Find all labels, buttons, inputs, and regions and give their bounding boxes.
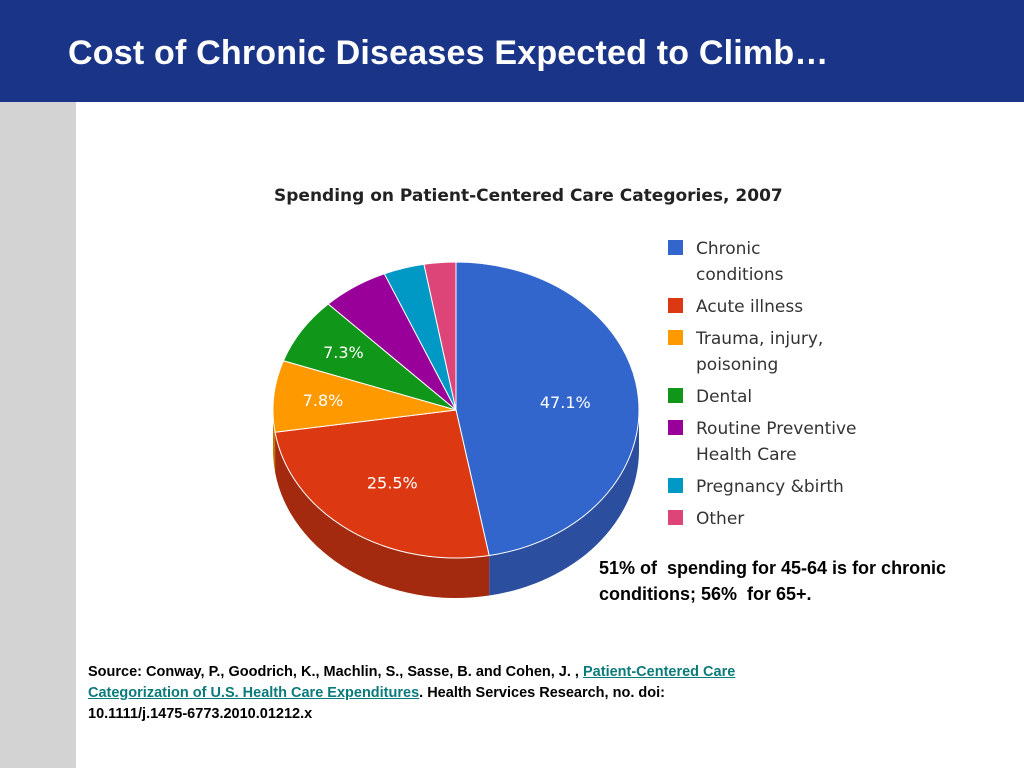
chart-legend: Chronic conditions Acute illness Trauma, i… [668, 236, 898, 538]
legend-item-5: Pregnancy &birth [668, 474, 898, 500]
legend-swatch-3 [668, 388, 683, 403]
pie-slice-1 [274, 409, 490, 559]
legend-label-6: Other [696, 509, 745, 529]
legend-label-3: Dental [696, 387, 753, 407]
legend-item-4: Routine Preventive Health Care [668, 416, 898, 468]
legend-item-1: Acute illness [668, 294, 898, 320]
chronic-spending-note: 51% of spending for 45-64 is for chronic… [599, 558, 952, 604]
chart-title: Spending on Patient-Centered Care Catego… [274, 186, 783, 206]
legend-label-5: Pregnancy &birth [696, 477, 844, 497]
pie-slice-label-3: 7.3% [323, 343, 364, 362]
legend-item-6: Other [668, 506, 898, 532]
legend-label-0: Chronic conditions [696, 239, 784, 285]
source-article-link[interactable]: Patient-Centered Care Categorization of … [88, 664, 736, 701]
legend-swatch-5 [668, 478, 683, 493]
legend-swatch-6 [668, 510, 683, 525]
legend-label-1: Acute illness [696, 297, 804, 317]
legend-label-2: Trauma, injury, poisoning [696, 329, 824, 375]
pie-slice-6 [423, 261, 457, 411]
pie-slice-label-2: 7.8% [303, 391, 344, 410]
left-sidebar-strip [0, 102, 76, 768]
legend-swatch-1 [668, 298, 683, 313]
pie-slice-label-1: 25.5% [367, 473, 418, 492]
legend-label-4: Routine Preventive Health Care [696, 419, 857, 465]
pie-slice-0 [455, 261, 640, 557]
legend-swatch-2 [668, 330, 683, 345]
slide-title: Cost of Chronic Diseases Expected to Cli… [68, 34, 829, 72]
legend-swatch-0 [668, 240, 683, 255]
legend-swatch-4 [668, 420, 683, 435]
legend-item-3: Dental [668, 384, 898, 410]
legend-item-2: Trauma, injury, poisoning [668, 326, 898, 378]
source-citation: Source: Conway, P., Goodrich, K., Machli… [88, 662, 768, 725]
pie-slice-side-1 [275, 432, 490, 598]
title-bar: Cost of Chronic Diseases Expected to Cli… [0, 0, 1024, 102]
source-prefix: Source: Conway, P., Goodrich, K., Machli… [88, 664, 583, 680]
pie-slice-label-0: 47.1% [540, 393, 591, 412]
pie-slice-side-0 [489, 410, 639, 596]
source-suffix: . Health Services Research, no. doi: 10.… [88, 685, 665, 722]
legend-item-0: Chronic conditions [668, 236, 898, 288]
